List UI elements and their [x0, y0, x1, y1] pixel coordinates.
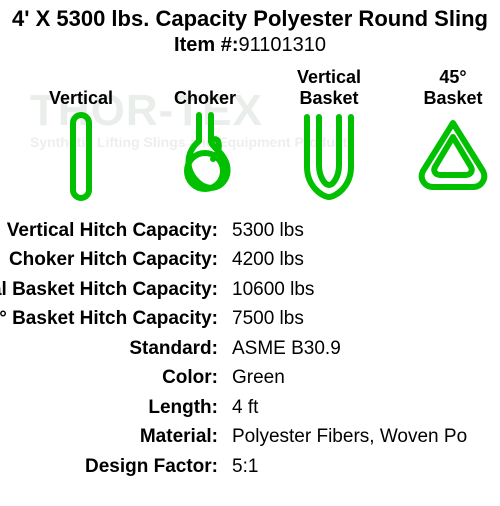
spec-row: Vertical Basket Hitch Capacity: 10600 lb…: [0, 275, 500, 304]
vertical-hitch-icon: [41, 109, 121, 204]
choker-hitch-icon: [165, 109, 245, 204]
spec-row: 45° Basket Hitch Capacity: 7500 lbs: [0, 304, 500, 333]
item-number: 91101310: [238, 34, 326, 56]
spec-value: ASME B30.9: [232, 334, 341, 363]
spec-label: 45° Basket Hitch Capacity:: [0, 304, 232, 333]
spec-value: 10600 lbs: [232, 275, 314, 304]
spec-label: Vertical Hitch Capacity:: [0, 216, 232, 245]
spec-label: Standard:: [0, 334, 232, 363]
spec-label: Color:: [0, 363, 232, 392]
spec-row: Choker Hitch Capacity: 4200 lbs: [0, 245, 500, 274]
page-title: 4' X 5300 lbs. Capacity Polyester Round …: [0, 6, 500, 32]
hitch-vertical: Vertical: [34, 65, 128, 204]
spec-value: Green: [232, 363, 285, 392]
item-number-line: Item #:91101310: [0, 34, 500, 57]
spec-label: Vertical Basket Hitch Capacity:: [0, 275, 232, 304]
spec-row: Design Factor: 5:1: [0, 452, 500, 481]
spec-row: Standard: ASME B30.9: [0, 334, 500, 363]
spec-value: 5300 lbs: [232, 216, 304, 245]
spec-table: Vertical Hitch Capacity: 5300 lbs Choker…: [0, 216, 500, 481]
item-label: Item #:: [174, 34, 238, 56]
spec-value: Polyester Fibers, Woven Po: [232, 422, 467, 451]
45-basket-hitch-icon: [413, 109, 493, 204]
hitch-45-basket-label: 45° Basket: [423, 65, 482, 109]
spec-row: Length: 4 ft: [0, 393, 500, 422]
spec-label: Length:: [0, 393, 232, 422]
spec-value: 4200 lbs: [232, 245, 304, 274]
spec-row: Material: Polyester Fibers, Woven Po: [0, 422, 500, 451]
hitch-choker-label: Choker: [174, 65, 236, 109]
vertical-basket-hitch-icon: [289, 109, 369, 204]
spec-row: Color: Green: [0, 363, 500, 392]
hitch-choker: Choker: [158, 65, 252, 204]
spec-label: Design Factor:: [0, 452, 232, 481]
spec-value: 7500 lbs: [232, 304, 304, 333]
spec-value: 4 ft: [232, 393, 258, 422]
spec-label: Choker Hitch Capacity:: [0, 245, 232, 274]
hitch-vertical-basket: Vertical Basket: [282, 65, 376, 204]
spec-label: Material:: [0, 422, 232, 451]
hitch-vertical-label: Vertical: [49, 65, 113, 109]
hitch-vertical-basket-label: Vertical Basket: [297, 65, 361, 109]
spec-row: Vertical Hitch Capacity: 5300 lbs: [0, 216, 500, 245]
hitch-diagrams: Vertical Choker Vertical Basket 45° Bask…: [0, 65, 500, 204]
spec-value: 5:1: [232, 452, 258, 481]
hitch-45-basket: 45° Basket: [406, 65, 500, 204]
